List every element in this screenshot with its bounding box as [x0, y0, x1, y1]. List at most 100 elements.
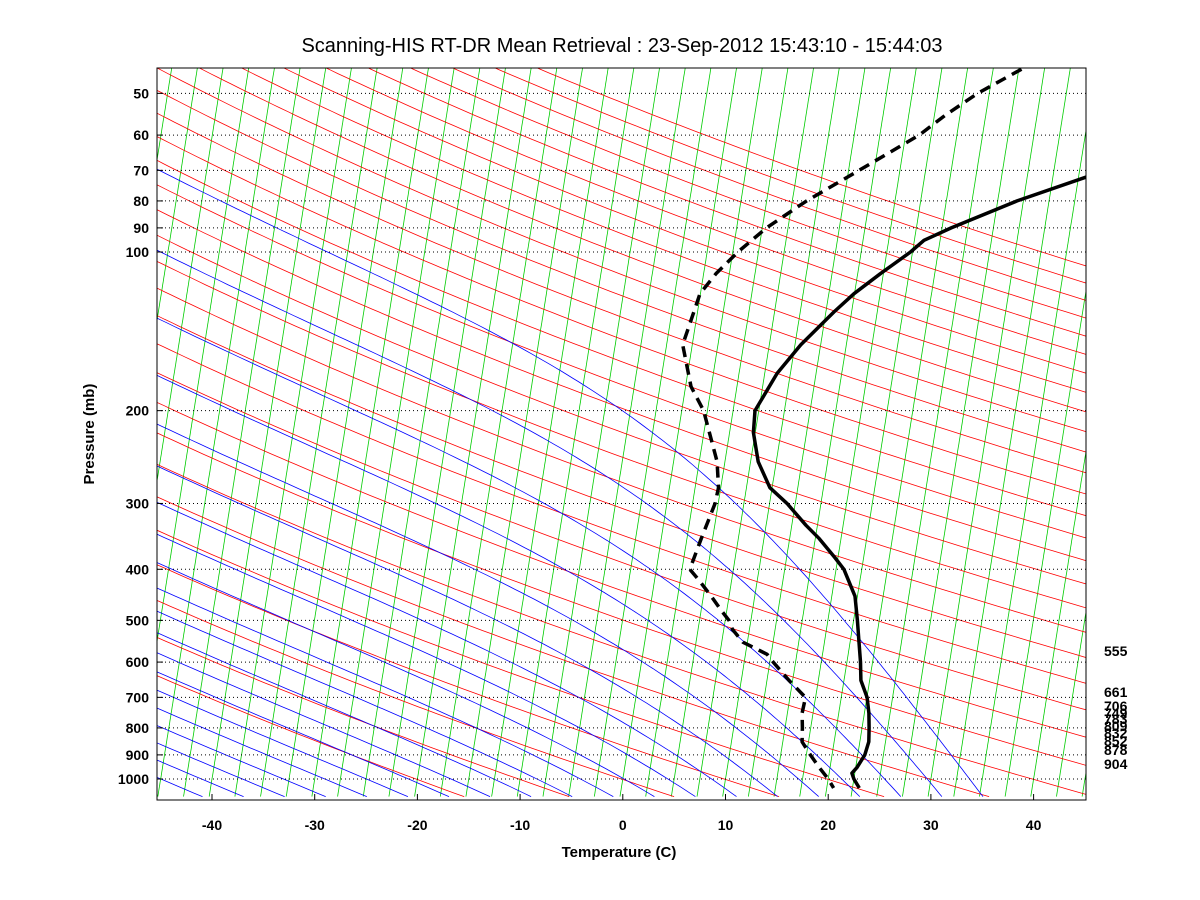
plot-frame [156, 67, 1087, 801]
mixing-ratio-line-56 [1081, 770, 1086, 797]
right-label: 706 [1104, 698, 1128, 714]
mixing-ratio-line-10 [0, 67, 18, 797]
mixing-ratio-line-20 [157, 68, 275, 797]
dry-adiabat-29 [494, 68, 1086, 284]
moist-adiabat-19 [157, 168, 984, 797]
mixing-ratio-line-24 [260, 68, 378, 797]
mixing-ratio-line-54 [1030, 448, 1086, 797]
y-tick-label: 700 [126, 689, 150, 705]
y-axis-label: Pressure (mb) [81, 384, 98, 485]
mixing-ratio-line-30 [414, 68, 532, 797]
moist-adiabat-8 [157, 632, 532, 797]
right-label: 878 [1104, 742, 1128, 758]
y-tick-label: 1000 [118, 771, 149, 787]
y-tick-label: 70 [133, 162, 149, 178]
mixing-ratio-line-52 [979, 127, 1086, 797]
right-label: 809 [1104, 718, 1128, 734]
right-label: 555 [1104, 643, 1128, 659]
mixing-ratio-line-39 [645, 68, 763, 797]
dry-adiabat-9 [157, 372, 1086, 711]
x-tick-label: -40 [202, 817, 222, 833]
y-tick-label: 100 [126, 244, 150, 260]
dry-adiabat-2 [157, 599, 675, 797]
mixing-ratio-line-44 [773, 68, 892, 797]
dry-adiabat-14 [157, 234, 1086, 585]
x-tick-label: -10 [510, 817, 530, 833]
mixing-ratio-line-46 [825, 68, 943, 797]
dry-adiabat-22 [198, 68, 1086, 413]
mixing-ratio-line-28 [362, 68, 481, 797]
moist-adiabat-18 [157, 249, 943, 797]
dry-adiabat-28 [451, 68, 1086, 301]
dry-adiabat-21 [157, 68, 1086, 433]
moist-adiabat-5 [157, 689, 409, 797]
dry-adiabat-30 [536, 68, 1086, 267]
mixing-ratio-line-14 [4, 67, 121, 797]
dry-adiabat-13 [157, 260, 1086, 609]
mixing-ratio-line-43 [748, 68, 866, 797]
right-label: 661 [1104, 684, 1128, 700]
x-axis-label: Temperature (C) [562, 844, 677, 861]
x-tick-label: 20 [820, 817, 836, 833]
x-axis-ticks: -40 -30 -20 -10 0 10 20 30 40 [202, 794, 1042, 833]
mixing-ratio-line-21 [183, 68, 301, 797]
x-tick-label: 10 [718, 817, 734, 833]
mixing-ratio-line-16 [157, 68, 173, 163]
mixing-ratio-line-22 [208, 68, 327, 797]
pressure-grid [157, 92, 1086, 780]
mixing-ratio-line-48 [876, 68, 994, 797]
dry-adiabat-10 [157, 343, 1086, 684]
y-tick-label: 90 [133, 220, 149, 236]
mixing-ratio-line-37 [593, 68, 712, 797]
moist-adiabat-7 [157, 652, 491, 797]
mixing-ratio-line-53 [1004, 288, 1086, 797]
moist-adiabat-1 [157, 759, 244, 797]
y-tick-label: 800 [126, 720, 150, 736]
y-tick-label: 200 [126, 403, 150, 419]
dry-adiabat-25 [325, 68, 1086, 355]
moist-adiabat-3 [157, 725, 326, 797]
dry-adiabat-24 [283, 68, 1086, 374]
profile-lines [680, 68, 1086, 789]
dry-adiabat-6 [157, 463, 1086, 795]
mixing-ratio-line-27 [337, 68, 455, 797]
dry-adiabat-11 [157, 315, 1086, 658]
moist-adiabat-9 [157, 610, 573, 797]
mixing-ratio-line-36 [568, 68, 686, 797]
mixing-ratio-line-49 [902, 68, 1020, 797]
right-label: 783 [1104, 711, 1128, 727]
right-label: 749 [1104, 705, 1128, 721]
right-label: 832 [1104, 725, 1128, 741]
moist-adiabat-10 [157, 587, 614, 797]
mixing-ratio-line-26 [311, 68, 429, 797]
dry-adiabat-19 [157, 112, 1086, 474]
moist-adiabat-16 [157, 374, 861, 797]
y-tick-label: 500 [126, 612, 150, 628]
y-tick-label: 600 [126, 654, 150, 670]
mixing-ratio-line-50 [927, 68, 1046, 797]
moist-adiabat-12 [157, 533, 696, 797]
right-label: 852 [1104, 733, 1128, 749]
chart-title: Scanning-HIS RT-DR Mean Retrieval : 23-S… [301, 35, 942, 57]
dry-adiabat-12 [157, 287, 1086, 633]
mixing-ratio-line-47 [850, 68, 969, 797]
dewpoint-profile [680, 68, 1023, 789]
moist-adiabat-14 [157, 465, 778, 797]
dry-adiabat-3 [157, 564, 780, 797]
dry-adiabat-23 [240, 68, 1086, 393]
dry-adiabat-1 [157, 636, 570, 797]
y-tick-label: 60 [133, 127, 149, 143]
y-tick-label: 300 [126, 495, 150, 511]
moist-adiabat-15 [157, 423, 819, 797]
dry-adiabat-4 [157, 529, 885, 797]
mixing-ratio-line-12 [0, 67, 69, 797]
mixing-ratio-line-41 [696, 68, 814, 797]
dry-adiabat-5 [157, 496, 990, 797]
dry-adiabat-15 [157, 209, 1086, 562]
y-tick-label: 400 [126, 561, 150, 577]
mixing-ratio-line-19 [157, 68, 250, 644]
background-lines [0, 67, 1086, 797]
dry-adiabat-18 [157, 136, 1086, 495]
